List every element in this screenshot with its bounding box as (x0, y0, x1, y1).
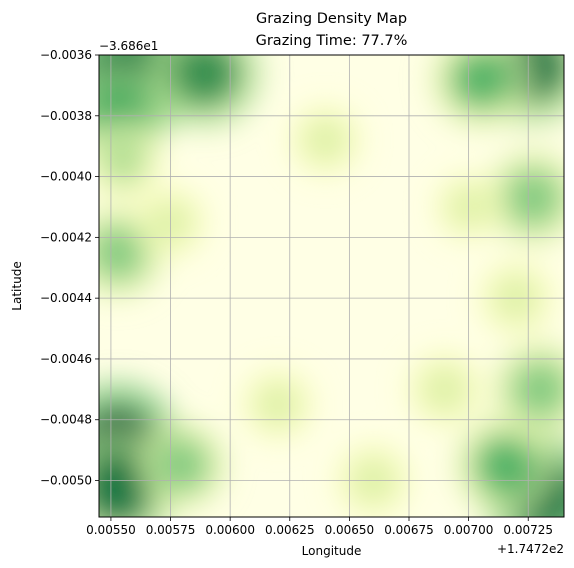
y-tick-label: −0.0042 (40, 230, 92, 244)
x-tick-label: 0.00575 (146, 523, 196, 537)
x-axis: 0.00550 0.00575 0.00600 0.00625 0.00650 0.006… (86, 517, 553, 537)
x-tick-label: 0.00700 (444, 523, 494, 537)
plot-frame (98, 54, 565, 518)
y-tick-label: −0.0038 (40, 109, 92, 123)
x-tick-label: 0.00625 (265, 523, 315, 537)
x-axis-label: Longitude (302, 544, 362, 558)
chart-subtitle: Grazing Time: 77.7% (256, 33, 408, 49)
density-layer (99, 55, 564, 517)
y-axis-label: Latitude (10, 261, 24, 310)
density-hotspot (99, 137, 148, 186)
y-tick-label: −0.0048 (40, 413, 92, 427)
y-tick-label: −0.0046 (40, 352, 92, 366)
density-hotspot (303, 117, 348, 163)
y-tick-label: −0.0040 (40, 170, 92, 184)
x-tick-label: 0.00725 (503, 523, 553, 537)
density-hotspot (474, 435, 535, 496)
x-axis-offset: +1.7472e2 (497, 542, 564, 556)
x-tick-label: 0.00550 (86, 523, 136, 537)
x-tick-label: 0.00650 (325, 523, 375, 537)
density-hotspot (450, 55, 511, 110)
density-hotspot (421, 366, 469, 413)
y-axis: −0.0036 −0.0038 −0.0040 −0.0042 −0.0044 −0.00… (40, 48, 99, 488)
grid-layer (99, 55, 564, 517)
y-axis-offset: −3.686e1 (99, 39, 158, 53)
x-tick-label: 0.00600 (205, 523, 255, 537)
y-tick-label: −0.0036 (40, 48, 92, 62)
density-hotspot (511, 360, 564, 419)
chart-title: Grazing Density Map (256, 11, 407, 27)
plot-area (99, 55, 564, 517)
density-hotspot (255, 382, 300, 427)
y-tick-label: −0.0050 (40, 474, 92, 488)
y-tick-label: −0.0044 (40, 291, 92, 305)
density-hotspot (504, 168, 562, 227)
x-tick-label: 0.00675 (384, 523, 434, 537)
density-hotspot (172, 55, 240, 107)
density-hotspot (155, 438, 210, 492)
